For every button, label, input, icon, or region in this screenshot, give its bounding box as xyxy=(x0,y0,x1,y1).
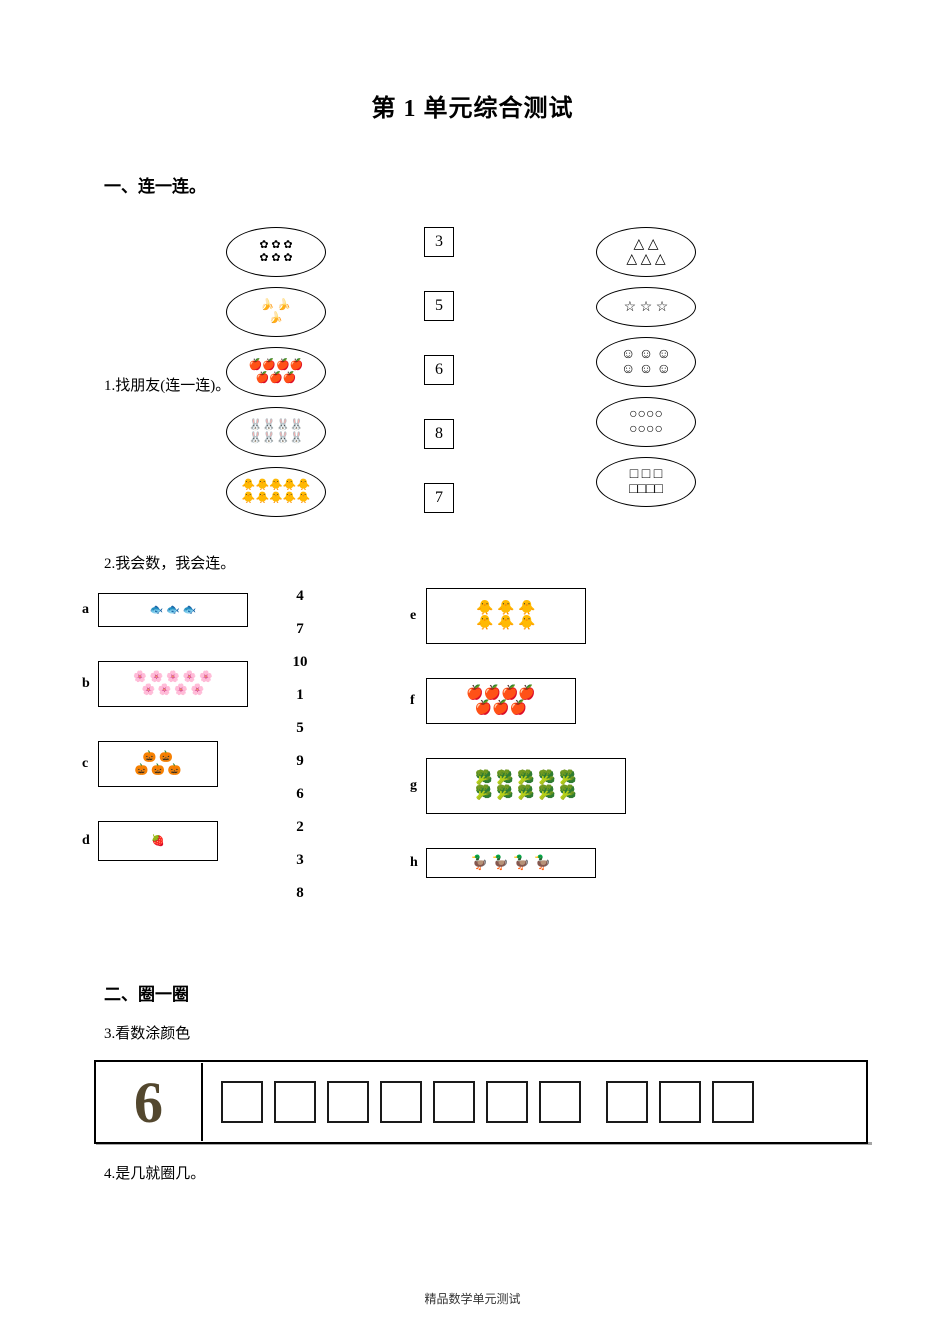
q3-square-8 xyxy=(659,1081,701,1123)
q1-left-oval-2: 🍎🍎🍎🍎🍎🍎🍎 xyxy=(226,347,326,397)
q2-number-6: 6 xyxy=(280,786,320,803)
q2-number-1: 1 xyxy=(280,687,320,704)
q2-left-item-b: b🌸 🌸 🌸 🌸 🌸🌸 🌸 🌸 🌸 xyxy=(82,661,292,707)
q3-square-7 xyxy=(606,1081,648,1123)
q1-left-column: ✿ ✿ ✿✿ ✿ ✿ 🍌 🍌🍌 🍎🍎🍎🍎🍎🍎🍎 🐰🐰🐰🐰🐰🐰🐰🐰 🐥🐥🐥🐥🐥🐥🐥🐥🐥🐥 xyxy=(226,227,336,527)
q2-box-a: 🐟 🐟 🐟 xyxy=(98,593,248,627)
q1-number-box-0: 3 xyxy=(424,227,454,257)
section-1-heading: 一、连一连。 xyxy=(104,172,206,197)
q3-big-number: 6 xyxy=(96,1069,201,1136)
q1-right-column: △ △△ △ △ ☆ ☆ ☆ ☺ ☺ ☺☺ ☺ ☺ ○○○○○○○○ □ □ □□□□□ xyxy=(596,227,706,517)
q2-letter-f: f xyxy=(410,693,426,709)
question-2-label: 2.我会数，我会连。 xyxy=(104,552,235,573)
q2-box-f: 🍎🍎🍎🍎🍎🍎🍎 xyxy=(426,678,576,724)
page-title: 第 1 单元综合测试 xyxy=(0,88,945,123)
q2-right-column: e🐥 🐥 🐥🐥 🐥 🐥 f🍎🍎🍎🍎🍎🍎🍎 g🥦 🥦 🥦 🥦 🥦🥦 🥦 🥦 🥦 🥦 h🦆… xyxy=(410,588,670,912)
q2-left-item-d: d🍓 xyxy=(82,821,292,861)
q2-right-item-h: h🦆 🦆 🦆 🦆 xyxy=(410,848,670,878)
q2-left-column: a🐟 🐟 🐟 b🌸 🌸 🌸 🌸 🌸🌸 🌸 🌸 🌸 c🎃 🎃🎃 🎃 🎃 d🍓 xyxy=(82,593,292,895)
q3-square-1 xyxy=(274,1081,316,1123)
q2-number-2: 2 xyxy=(280,819,320,836)
q3-square-5 xyxy=(486,1081,528,1123)
q2-number-8: 8 xyxy=(280,885,320,902)
q2-letter-g: g xyxy=(410,778,426,794)
q3-squares-row xyxy=(203,1081,866,1123)
q1-left-oval-4: 🐥🐥🐥🐥🐥🐥🐥🐥🐥🐥 xyxy=(226,467,326,517)
q2-right-item-f: f🍎🍎🍎🍎🍎🍎🍎 xyxy=(410,678,670,724)
q2-number-4: 4 xyxy=(280,588,320,605)
q1-right-oval-4: □ □ □□□□□ xyxy=(596,457,696,507)
q3-color-box: 6 xyxy=(94,1060,868,1144)
worksheet-page: 第 1 单元综合测试 一、连一连。 1.找朋友(连一连)。 ✿ ✿ ✿✿ ✿ ✿… xyxy=(0,0,945,1337)
q1-right-oval-0: △ △△ △ △ xyxy=(596,227,696,277)
q2-middle-numbers: 4 7 10 1 5 9 6 2 3 8 xyxy=(280,588,320,918)
q3-square-4 xyxy=(433,1081,475,1123)
q2-number-9: 9 xyxy=(280,753,320,770)
q2-letter-b: b xyxy=(82,676,98,692)
q2-number-3: 3 xyxy=(280,852,320,869)
q1-number-box-3: 8 xyxy=(424,419,454,449)
q2-box-g: 🥦 🥦 🥦 🥦 🥦🥦 🥦 🥦 🥦 🥦 xyxy=(426,758,626,814)
q2-letter-e: e xyxy=(410,608,426,624)
q3-square-6 xyxy=(539,1081,581,1123)
q1-right-oval-2: ☺ ☺ ☺☺ ☺ ☺ xyxy=(596,337,696,387)
q1-number-box-4: 7 xyxy=(424,483,454,513)
question-4-label: 4.是几就圈几。 xyxy=(104,1162,205,1183)
q2-letter-h: h xyxy=(410,855,426,871)
q2-letter-c: c xyxy=(82,756,98,772)
page-footer: 精品数学单元测试 xyxy=(0,1290,945,1307)
question-1-label: 1.找朋友(连一连)。 xyxy=(104,374,230,395)
q1-middle-numbers: 3 5 6 8 7 xyxy=(418,227,460,547)
section-2-heading: 二、圈一圈 xyxy=(104,980,189,1005)
q3-square-9 xyxy=(712,1081,754,1123)
q1-left-oval-1: 🍌 🍌🍌 xyxy=(226,287,326,337)
q2-number-10: 10 xyxy=(280,654,320,671)
q1-right-oval-1: ☆ ☆ ☆ xyxy=(596,287,696,327)
q2-right-item-e: e🐥 🐥 🐥🐥 🐥 🐥 xyxy=(410,588,670,644)
q2-letter-a: a xyxy=(82,602,98,618)
q3-square-3 xyxy=(380,1081,422,1123)
q2-box-d: 🍓 xyxy=(98,821,218,861)
q1-number-box-2: 6 xyxy=(424,355,454,385)
q3-square-0 xyxy=(221,1081,263,1123)
q2-left-item-a: a🐟 🐟 🐟 xyxy=(82,593,292,627)
q1-left-oval-0: ✿ ✿ ✿✿ ✿ ✿ xyxy=(226,227,326,277)
q2-box-h: 🦆 🦆 🦆 🦆 xyxy=(426,848,596,878)
q1-left-oval-3: 🐰🐰🐰🐰🐰🐰🐰🐰 xyxy=(226,407,326,457)
q2-box-b: 🌸 🌸 🌸 🌸 🌸🌸 🌸 🌸 🌸 xyxy=(98,661,248,707)
q2-letter-d: d xyxy=(82,833,98,849)
q2-right-item-g: g🥦 🥦 🥦 🥦 🥦🥦 🥦 🥦 🥦 🥦 xyxy=(410,758,670,814)
q1-number-box-1: 5 xyxy=(424,291,454,321)
q2-box-e: 🐥 🐥 🐥🐥 🐥 🐥 xyxy=(426,588,586,644)
q2-number-7: 7 xyxy=(280,621,320,638)
q2-number-5: 5 xyxy=(280,720,320,737)
q2-box-c: 🎃 🎃🎃 🎃 🎃 xyxy=(98,741,218,787)
q1-right-oval-3: ○○○○○○○○ xyxy=(596,397,696,447)
q3-square-2 xyxy=(327,1081,369,1123)
q2-left-item-c: c🎃 🎃🎃 🎃 🎃 xyxy=(82,741,292,787)
question-3-label: 3.看数涂颜色 xyxy=(104,1022,190,1043)
